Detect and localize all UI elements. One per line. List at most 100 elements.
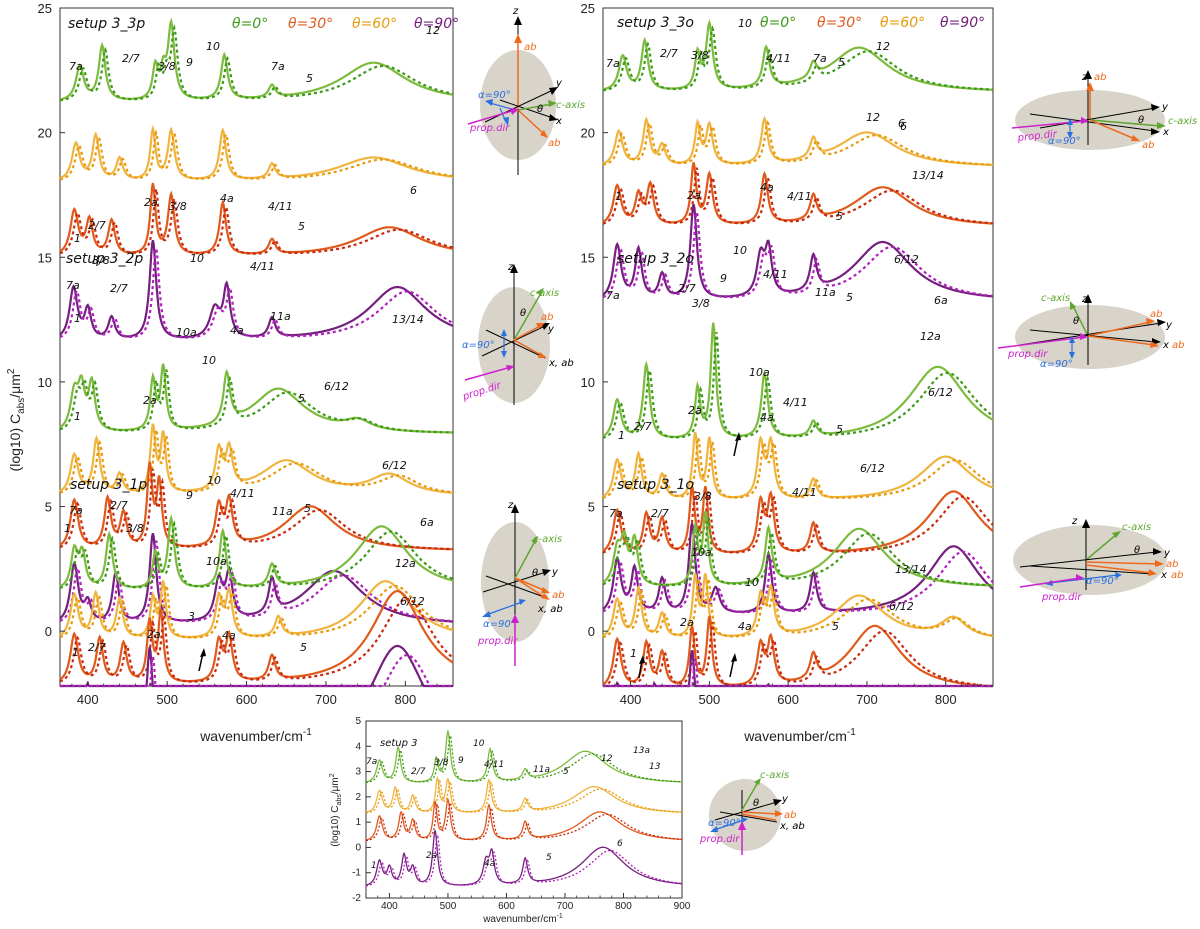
x-tick-label: 700 [856,692,878,707]
peak-label: 13a [633,746,650,756]
spectrum-solid-3 [365,830,683,886]
y-tick-label: 3 [355,767,361,778]
peak-label: 9 [720,272,727,285]
peak-label: 4a [760,181,774,194]
y-tick-label: 15 [581,250,595,265]
x-tick-label: 700 [557,901,574,912]
y-tick-label: 1 [355,817,361,828]
z-label: z [1071,516,1078,527]
spectrum-solid-3 [602,203,993,298]
y-tick-label: 20 [38,126,52,141]
spectrum-dotted-3 [59,248,454,339]
right-subtitle-3: setup 3_1o [617,477,694,493]
peak-label: 12a [395,557,416,570]
bottom-y-axis-label: (log10) Cabs/μm2 [329,773,343,846]
y-tick-label: 5 [355,716,361,727]
spectrum-dotted-1 [365,779,683,814]
bottom-x-axis-label: wavenumber/cm-1 [482,913,563,925]
spectrum-dotted-0 [602,25,993,92]
peak-label: 4a [484,859,495,869]
x-label: x [1160,570,1167,581]
right-arrows [638,432,741,679]
y-label: y [1163,548,1171,559]
alpha-label: α=90° [1040,359,1073,370]
prop-dir-label: prop.dir [477,636,518,647]
c-axis-label: c-axis [1168,116,1197,127]
ab-label-bottom: ab [548,138,560,149]
left-annotations: 7a 2/7 3/8 9 10 7a 5 12 2/7 2a 1 3/8 4a 4/11 5 6 3/8 10 7a… [64,24,440,659]
peak-label: 3/8 [158,60,176,73]
peak-label: 3/8 [692,297,710,310]
peak-label: 1 [64,522,71,535]
z-label: z [1081,72,1088,83]
peak-label: 10 [738,17,752,30]
y-tick-label: 10 [38,375,52,390]
theta-label: θ [1134,545,1140,556]
peak-label: 7a [69,60,83,73]
legend-theta-30: θ=30° [288,16,333,32]
y-tick-label: 15 [38,250,52,265]
x-ab-label: x, ab [779,821,805,832]
peak-label: 1 [615,190,622,203]
ab-label: ab [784,810,796,821]
y-tick-label: 20 [581,126,595,141]
y-label: y [555,78,563,89]
ab-label-top: ab [1150,309,1162,320]
spectrum-dotted-6 [602,491,994,554]
peak-label: 13/14 [392,313,424,326]
diagram-setup-3-2o: z c-axis θ y ab x ab prop.dir α=90° [997,293,1184,370]
peak-label: 11a [815,286,836,299]
theta-label: θ [753,798,759,809]
peak-label: 12 [426,24,440,37]
spectrum-dotted-1 [59,129,454,181]
peak-label: 7a [271,60,285,73]
bottom-subtitle: setup 3 [380,738,418,749]
left-legend: θ=0° θ=30° θ=60° θ=90° [232,16,459,32]
peak-label: 7a [609,507,623,520]
spectrum-solid-10 [602,615,993,688]
peak-label: 9 [186,489,193,502]
ab-label-top: ab [524,42,536,53]
left-subtitle-2: setup 3_2p [66,251,143,267]
peak-label: 4/11 [787,190,812,203]
y-tick-label: 25 [581,1,595,16]
peak-label: 5 [304,502,311,515]
spectrum-dotted-10 [59,597,454,683]
theta-label: θ [532,568,538,579]
peak-label: 2a [144,196,158,209]
peak-label: 13/14 [912,169,944,182]
ab-label: ab [552,590,564,601]
ab-label-x: ab [1172,340,1184,351]
spectrum-dotted-0 [59,24,454,102]
spectrum-solid-4 [602,322,994,438]
y-label: y [781,794,789,805]
peak-label: 2/7 [88,219,106,232]
peak-label: 11a [270,310,291,323]
x-tick-label: 600 [777,692,799,707]
peak-label: 6 [900,120,907,133]
peak-label: 1 [371,861,377,871]
peak-label: 11a [533,765,550,775]
c-axis-label: c-axis [760,770,789,781]
prop-dir-label: prop.dir [1007,349,1048,360]
peak-label: 2/7 [110,282,128,295]
x-label: x [1162,127,1169,138]
legend-theta-0-right: θ=0° [760,15,796,31]
peak-label: 2/7 [411,767,426,777]
peak-label: 5 [832,620,839,633]
legend-theta-30-right: θ=30° [817,15,862,31]
ab-label: ab [1166,559,1178,570]
peak-label: 1 [74,312,81,325]
peak-label: 13/14 [895,563,927,576]
z-label: z [507,262,514,273]
alpha-label: α=90° [483,619,516,630]
alpha-label: α=90° [708,818,741,829]
spectrum-solid-1 [602,115,993,166]
y-tick-label: 0 [588,624,595,639]
theta-label: θ [537,104,543,115]
peak-label: 4/11 [792,486,817,499]
x-tick-label: 400 [381,901,398,912]
